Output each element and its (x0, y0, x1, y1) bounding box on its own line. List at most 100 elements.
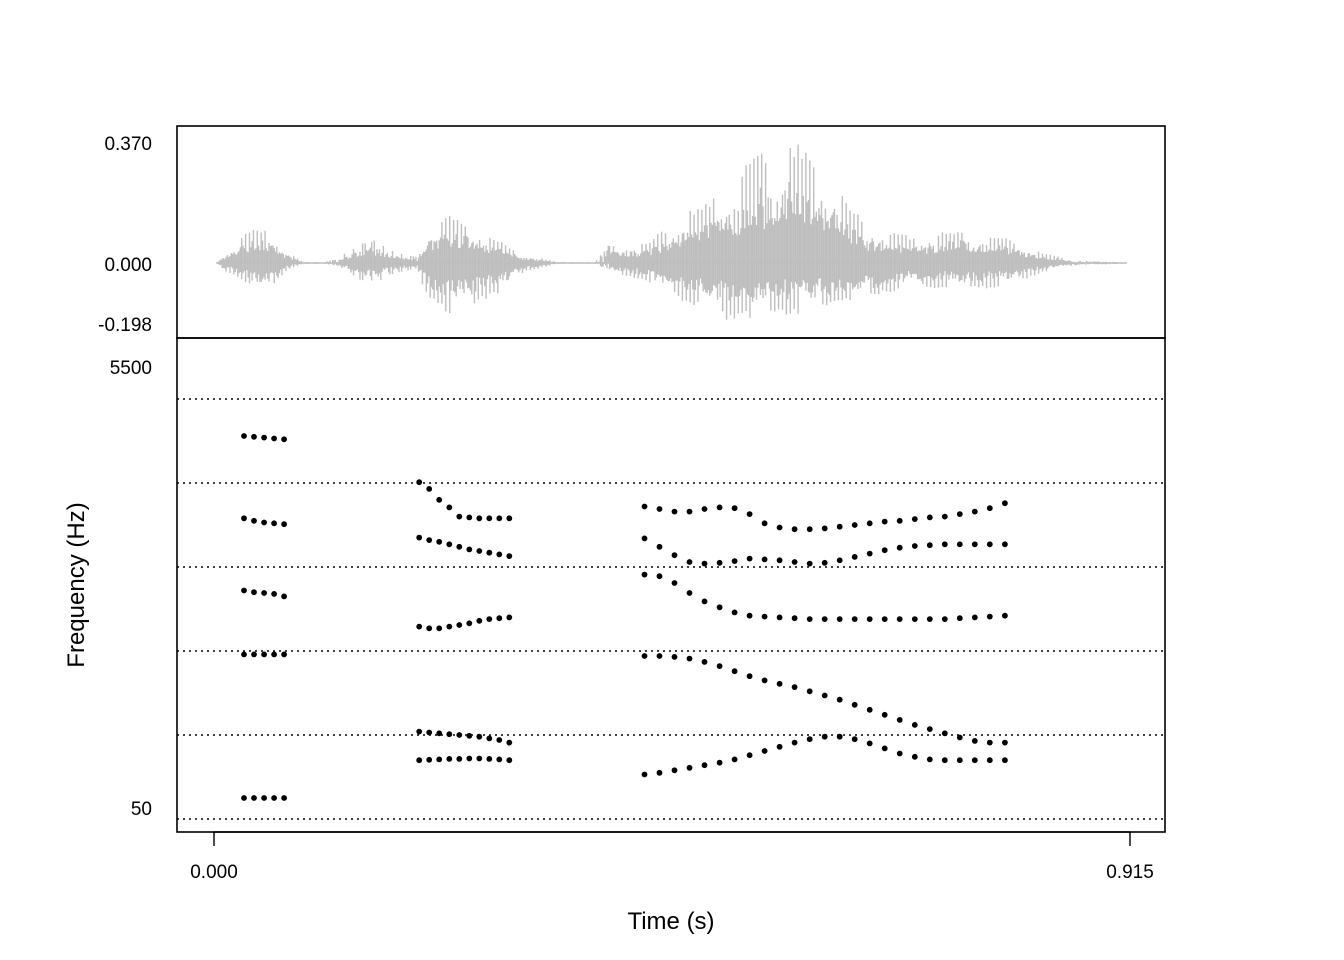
formant-point (911, 753, 918, 760)
formant-point (241, 515, 247, 522)
formant-point (1002, 541, 1008, 548)
formant-point (686, 590, 693, 596)
y-axis-title: Frequency (Hz) (63, 502, 90, 667)
formant-point (496, 515, 503, 522)
formant-point (701, 598, 708, 605)
formant-point (416, 623, 423, 630)
formant-point (456, 543, 463, 550)
formant-point (506, 739, 513, 746)
formant-point (686, 559, 693, 565)
formant-point (986, 757, 993, 764)
formant-point (1002, 612, 1008, 619)
formant-panel: 5500 50 Frequency (Hz) (63, 337, 1166, 833)
formant-point (1002, 739, 1008, 746)
formant-point (731, 756, 738, 763)
formant-point (851, 522, 858, 528)
formant-point (851, 701, 858, 708)
formant-point (791, 615, 798, 622)
formant-point (731, 668, 738, 675)
formant-point (821, 525, 828, 532)
formant-point (261, 434, 267, 441)
formant-point (436, 730, 443, 737)
formant-point (761, 613, 768, 620)
formant-point (261, 651, 267, 658)
time-axis: 0.000 0.915 Time (s) (190, 831, 1154, 935)
formant-point (656, 506, 663, 512)
formant-point (956, 734, 963, 741)
formant-point (806, 616, 813, 622)
formant-point (426, 756, 433, 763)
waveform-panel: 0.370 0.000 -0.198 (98, 125, 1166, 339)
formant-point (656, 769, 663, 776)
formant-point (456, 732, 463, 738)
x-axis-title: Time (s) (627, 908, 714, 935)
wave-ytick-label-min: -0.198 (98, 315, 152, 336)
formant-point (496, 551, 503, 558)
formant-point (776, 743, 783, 750)
formant-point (476, 617, 483, 624)
formant-point (506, 614, 513, 621)
frequency-gridlines (177, 398, 1165, 820)
formant-point (426, 625, 433, 632)
formant-point (426, 486, 433, 492)
formant-point (486, 616, 493, 622)
wave-ytick-label-max: 0.370 (104, 134, 152, 155)
formant-point (656, 543, 663, 550)
formant-point (821, 692, 828, 699)
formant-point (941, 616, 948, 622)
time-tick-label-start: 0.000 (190, 862, 238, 883)
formant-point (466, 732, 473, 739)
formant-point (436, 538, 443, 545)
formant-point (456, 622, 463, 628)
formant-point (486, 515, 493, 522)
formant-point (446, 504, 453, 511)
formant-point (896, 750, 903, 757)
formant-point (456, 756, 463, 762)
formant-point (821, 733, 828, 740)
formant-point (911, 722, 918, 728)
formant-point (791, 559, 798, 565)
formant-point (926, 756, 933, 763)
formant-point (251, 795, 257, 801)
formant-point (761, 520, 768, 527)
formant-point (836, 557, 843, 564)
formant-point (851, 554, 858, 560)
formant-point (866, 740, 873, 747)
formant-point (641, 771, 648, 778)
formant-point (971, 757, 978, 764)
formant-point (281, 436, 287, 443)
formant-point (881, 711, 888, 718)
formant-point (446, 623, 453, 630)
formant-point (466, 620, 473, 627)
formant-point (836, 616, 843, 622)
formant-point (251, 589, 257, 596)
formant-point (281, 593, 287, 600)
formant-point (911, 616, 918, 622)
formant-point (941, 541, 948, 548)
formant-point (241, 587, 247, 594)
formant-point (446, 731, 453, 738)
formant-point (261, 795, 267, 801)
formant-point (896, 616, 903, 622)
formant-point (986, 505, 993, 512)
freq-ytick-label-max: 5500 (110, 358, 152, 379)
formant-point (896, 544, 903, 551)
formant-point (701, 659, 708, 665)
formant-point (791, 684, 798, 690)
formant-point (641, 535, 648, 542)
formant-point (866, 550, 873, 557)
formant-tracks (241, 433, 1008, 801)
formant-point (476, 548, 483, 554)
formant-point (866, 616, 873, 622)
formant-point (791, 739, 798, 746)
formant-point (701, 560, 708, 567)
formant-point (956, 511, 963, 517)
formant-point (716, 759, 723, 766)
formant-point (866, 520, 873, 527)
formant-point (911, 543, 918, 549)
formant-point (746, 511, 753, 517)
formant-point (486, 735, 493, 742)
time-tick-label-end: 0.915 (1106, 862, 1154, 883)
formant-point (271, 651, 277, 658)
